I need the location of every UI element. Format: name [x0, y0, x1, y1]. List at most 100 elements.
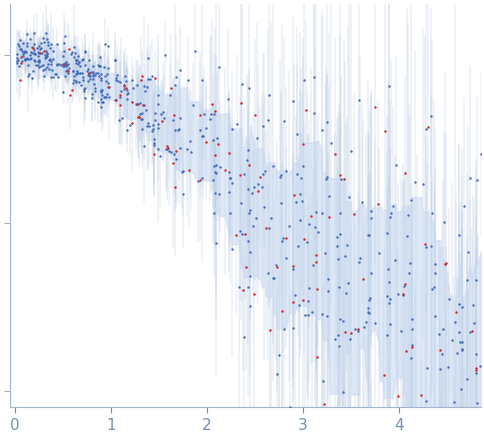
Point: [79, 55, 87, 62]
Point: [367, 207, 375, 214]
Point: [158, 108, 166, 115]
Point: [176, 67, 183, 74]
Point: [344, 194, 352, 201]
Point: [332, 242, 340, 249]
Point: [250, 112, 258, 119]
Point: [407, 341, 415, 348]
Point: [210, 152, 218, 159]
Point: [196, 111, 204, 118]
Point: [237, 200, 245, 207]
Point: [170, 126, 178, 133]
Point: [247, 189, 255, 196]
Point: [65, 65, 73, 72]
Point: [322, 312, 330, 319]
Point: [412, 423, 420, 430]
Point: [104, 83, 112, 90]
Point: [46, 55, 54, 62]
Point: [43, 50, 50, 57]
Point: [438, 430, 445, 437]
Point: [70, 53, 78, 60]
Point: [236, 172, 244, 179]
Point: [176, 144, 184, 151]
Point: [96, 95, 104, 102]
Point: [77, 69, 85, 76]
Point: [184, 76, 192, 83]
Point: [402, 232, 409, 239]
Point: [43, 47, 50, 54]
Point: [161, 51, 168, 58]
Point: [469, 302, 476, 309]
Point: [19, 53, 27, 60]
Point: [63, 67, 71, 74]
Point: [43, 36, 51, 43]
Point: [235, 227, 243, 234]
Point: [288, 298, 296, 305]
Point: [72, 71, 80, 78]
Point: [311, 252, 319, 259]
Point: [245, 84, 253, 91]
Point: [241, 264, 249, 271]
Point: [118, 115, 125, 122]
Point: [14, 41, 22, 48]
Point: [303, 238, 311, 245]
Point: [105, 94, 113, 101]
Point: [469, 320, 477, 327]
Point: [30, 41, 37, 48]
Point: [150, 136, 158, 143]
Point: [383, 266, 391, 273]
Point: [97, 86, 105, 93]
Point: [116, 102, 123, 109]
Point: [28, 74, 35, 81]
Point: [189, 102, 197, 109]
Point: [326, 139, 334, 146]
Point: [123, 87, 131, 94]
Point: [241, 230, 248, 237]
Point: [104, 90, 111, 97]
Point: [104, 64, 112, 71]
Point: [224, 96, 231, 103]
Point: [429, 284, 437, 291]
Point: [170, 112, 178, 119]
Point: [400, 170, 408, 177]
Point: [23, 55, 31, 62]
Point: [134, 101, 142, 108]
Point: [340, 329, 348, 336]
Point: [312, 286, 320, 293]
Point: [406, 196, 414, 203]
Point: [72, 59, 80, 66]
Point: [169, 116, 177, 123]
Point: [472, 399, 480, 406]
Point: [41, 55, 48, 62]
Point: [226, 174, 234, 181]
Point: [246, 248, 254, 255]
Point: [150, 150, 157, 157]
Point: [225, 150, 232, 157]
Point: [35, 58, 43, 65]
Point: [458, 346, 466, 353]
Point: [49, 56, 57, 63]
Point: [148, 127, 156, 134]
Point: [243, 237, 251, 244]
Point: [211, 107, 218, 114]
Point: [341, 253, 348, 260]
Point: [272, 371, 280, 378]
Point: [422, 243, 429, 250]
Point: [73, 68, 80, 75]
Point: [111, 56, 119, 63]
Point: [308, 262, 316, 269]
Point: [467, 327, 475, 334]
Point: [39, 67, 47, 74]
Point: [123, 90, 131, 97]
Point: [97, 77, 105, 84]
Point: [419, 180, 426, 187]
Point: [289, 191, 297, 198]
Point: [156, 153, 164, 160]
Point: [426, 243, 434, 250]
Point: [249, 222, 257, 229]
Point: [392, 429, 400, 436]
Point: [240, 170, 247, 177]
Point: [28, 50, 35, 57]
Point: [61, 60, 69, 67]
Point: [353, 327, 361, 334]
Point: [403, 212, 411, 219]
